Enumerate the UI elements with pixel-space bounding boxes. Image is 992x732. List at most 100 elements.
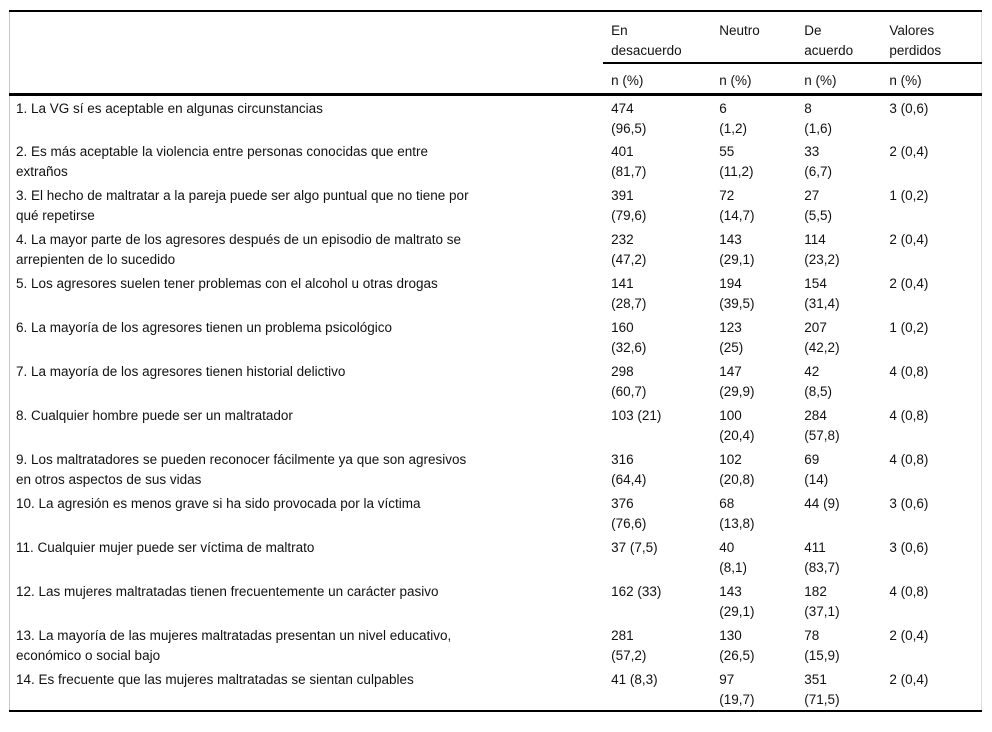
de-acuerdo-cell: 284 (57,8) [804,407,840,443]
de-acuerdo-cell: 154 (31,4) [804,275,840,311]
valores-perdidos-cell: 2 (0,4) [889,671,929,687]
en-desacuerdo-cell: 162 (33) [611,583,662,599]
de-acuerdo-cell: 207 (42,2) [804,319,840,355]
table-row: 9. Los maltratadores se pueden reconocer… [10,447,982,491]
column-header-de-acuerdo: De acuerdo [796,11,882,64]
statement-cell: 14. Es frecuente que las mujeres maltrat… [16,671,414,687]
de-acuerdo-cell: 33 (6,7) [804,143,833,179]
table-body: 1. La VG sí es aceptable en algunas circ… [10,94,982,711]
de-acuerdo-cell: 78 (15,9) [804,627,840,663]
statement-cell: 7. La mayoría de los agresores tienen hi… [16,363,346,379]
de-acuerdo-cell: 411 (83,7) [804,539,840,575]
valores-perdidos-cell: 3 (0,6) [889,100,929,116]
neutro-cell: 100 (20,4) [719,407,755,443]
valores-perdidos-cell: 1 (0,2) [889,187,929,203]
table-row: 11. Cualquier mujer puede ser víctima de… [10,535,982,579]
statement-cell: 6. La mayoría de los agresores tienen un… [16,319,392,335]
valores-perdidos-cell: 4 (0,8) [889,451,929,467]
column-header-en-desacuerdo: En desacuerdo [603,11,712,64]
valores-perdidos-cell: 4 (0,8) [889,583,929,599]
statement-cell: 3. El hecho de maltratar a la pareja pue… [16,187,469,223]
statement-cell: 1. La VG sí es aceptable en algunas circ… [16,100,323,116]
neutro-cell: 6 (1,2) [719,100,747,136]
table-row: 10. La agresión es menos grave si ha sid… [10,491,982,535]
de-acuerdo-cell: 182 (37,1) [804,583,840,619]
table-header: En desacuerdo Neutro De acuerdo Valores … [9,11,982,96]
statement-cell: 13. La mayoría de las mujeres maltratada… [16,627,452,663]
header-group-row: En desacuerdo Neutro De acuerdo Valores … [10,11,982,64]
de-acuerdo-cell: 44 (9) [804,495,840,511]
valores-perdidos-cell: 2 (0,4) [889,627,929,643]
neutro-cell: 68 (13,8) [719,495,755,531]
table-row: 8. Cualquier hombre puede ser un maltrat… [10,403,982,447]
statement-column-header [10,11,604,63]
neutro-cell: 143 (29,1) [719,231,755,267]
en-desacuerdo-cell: 281 (57,2) [611,627,647,663]
valores-perdidos-cell: 1 (0,2) [889,319,929,335]
valores-perdidos-cell: 2 (0,4) [889,275,929,291]
en-desacuerdo-cell: 401 (81,7) [611,143,647,179]
statement-cell: 12. Las mujeres maltratadas tienen frecu… [16,583,439,599]
en-desacuerdo-cell: 232 (47,2) [611,231,647,267]
subheader-n-pct-2: n (%) [711,63,797,96]
table-row: 12. Las mujeres maltratadas tienen frecu… [10,579,982,623]
valores-perdidos-cell: 2 (0,4) [889,231,929,247]
en-desacuerdo-cell: 37 (7,5) [611,539,658,555]
statement-cell: 8. Cualquier hombre puede ser un maltrat… [16,407,293,423]
statement-cell: 4. La mayor parte de los agresores despu… [16,231,462,267]
statement-cell: 5. Los agresores suelen tener problemas … [16,275,438,291]
de-acuerdo-cell: 114 (23,2) [804,231,840,267]
column-header-valores-perdidos: Valores perdidos [881,11,982,64]
valores-perdidos-cell: 4 (0,8) [889,407,929,423]
en-desacuerdo-cell: 141 (28,7) [611,275,647,311]
en-desacuerdo-cell: 316 (64,4) [611,451,647,487]
neutro-cell: 40 (8,1) [719,539,747,575]
neutro-cell: 102 (20,8) [719,451,755,487]
neutro-cell: 55 (11,2) [719,143,754,179]
en-desacuerdo-cell: 474 (96,5) [611,100,647,136]
subheader-n-pct-3: n (%) [796,63,882,96]
de-acuerdo-cell: 42 (8,5) [804,363,833,399]
neutro-cell: 123 (25) [719,319,744,355]
neutro-cell: 194 (39,5) [719,275,755,311]
neutro-cell: 72 (14,7) [719,187,755,223]
neutro-cell: 97 (19,7) [719,671,755,707]
attitudes-table: En desacuerdo Neutro De acuerdo Valores … [9,10,982,712]
column-header-neutro: Neutro [711,11,797,64]
table-row: 3. El hecho de maltratar a la pareja pue… [10,183,982,227]
statement-cell: 11. Cualquier mujer puede ser víctima de… [16,539,315,555]
en-desacuerdo-cell: 298 (60,7) [611,363,647,399]
statement-cell: 10. La agresión es menos grave si ha sid… [16,495,421,511]
neutro-cell: 147 (29,9) [719,363,755,399]
en-desacuerdo-cell: 376 (76,6) [611,495,647,531]
table-row: 4. La mayor parte de los agresores despu… [10,227,982,271]
valores-perdidos-cell: 3 (0,6) [889,539,929,555]
en-desacuerdo-cell: 160 (32,6) [611,319,647,355]
table-row: 7. La mayoría de los agresores tienen hi… [10,359,982,403]
valores-perdidos-cell: 3 (0,6) [889,495,929,511]
en-desacuerdo-cell: 391 (79,6) [611,187,647,223]
de-acuerdo-cell: 351 (71,5) [804,671,840,707]
subheader-n-pct-1: n (%) [603,63,712,96]
header-subrow: n (%) n (%) n (%) n (%) [9,63,982,96]
en-desacuerdo-cell: 103 (21) [611,407,662,423]
table-row: 2. Es más aceptable la violencia entre p… [10,139,982,183]
table-row: 14. Es frecuente que las mujeres maltrat… [10,667,982,711]
table-row: 13. La mayoría de las mujeres maltratada… [10,623,982,667]
de-acuerdo-cell: 27 (5,5) [804,187,833,223]
table-row: 1. La VG sí es aceptable en algunas circ… [10,94,982,139]
statement-cell: 9. Los maltratadores se pueden reconocer… [16,451,467,487]
valores-perdidos-cell: 2 (0,4) [889,143,929,159]
neutro-cell: 130 (26,5) [719,627,755,663]
de-acuerdo-cell: 69 (14) [804,451,829,487]
en-desacuerdo-cell: 41 (8,3) [611,671,658,687]
neutro-cell: 143 (29,1) [719,583,755,619]
valores-perdidos-cell: 4 (0,8) [889,363,929,379]
table-row: 6. La mayoría de los agresores tienen un… [10,315,982,359]
de-acuerdo-cell: 8 (1,6) [804,100,833,136]
statement-cell: 2. Es más aceptable la violencia entre p… [16,143,429,179]
table-row: 5. Los agresores suelen tener problemas … [10,271,982,315]
subheader-n-pct-4: n (%) [881,63,982,96]
statement-subheader [9,63,604,96]
